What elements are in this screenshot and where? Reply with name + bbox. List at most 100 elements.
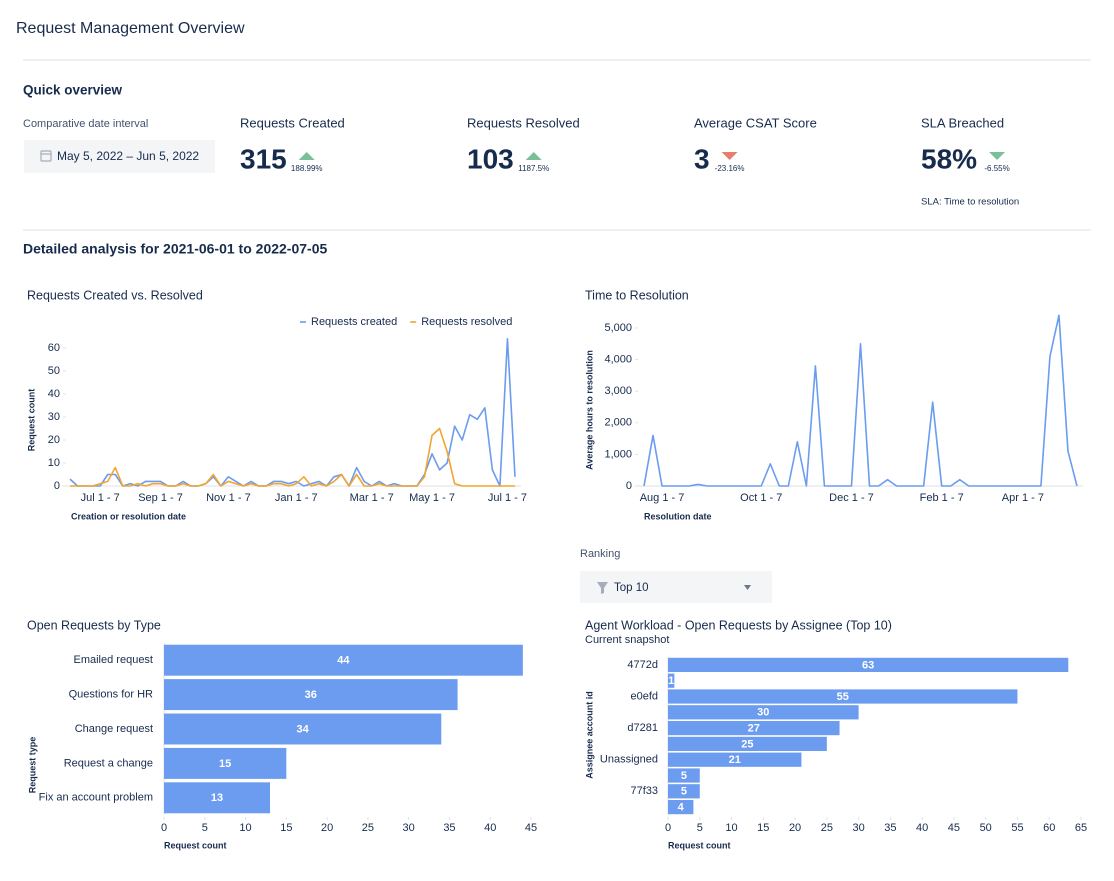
data-label: 5: [681, 770, 687, 782]
chart-title: Open Requests by Type: [27, 618, 161, 632]
x-tick-label: 5: [202, 822, 208, 834]
x-tick-label: 65: [1075, 822, 1087, 834]
y-tick-label: Request a change: [64, 757, 153, 769]
date-picker-box[interactable]: [24, 140, 215, 173]
x-tick-label: Nov 1 - 7: [206, 492, 251, 504]
kpi-value: 315: [240, 143, 287, 174]
section-title: Detailed analysis for 2021-06-01 to 2022…: [23, 241, 327, 257]
y-tick-label: Change request: [75, 723, 153, 735]
page-title: Request Management Overview: [16, 20, 245, 37]
legend-label: Requests resolved: [421, 316, 512, 328]
bar: [668, 657, 1069, 673]
trend-arrow: [989, 152, 1006, 160]
bar: [668, 705, 859, 720]
y-tick-label: 0: [54, 480, 60, 492]
trend-arrow: [721, 152, 738, 160]
data-label: 4: [678, 802, 685, 814]
kpi-label: Requests Resolved: [467, 115, 580, 130]
y-tick-label: e0efd: [630, 690, 658, 702]
y-tick-label: Fix an account problem: [39, 792, 153, 804]
y-tick-label: 10: [48, 457, 60, 469]
x-axis-title: Resolution date: [644, 511, 712, 521]
y-tick-label: 50: [48, 365, 60, 377]
data-label: 25: [741, 738, 753, 750]
x-tick-label: Mar 1 - 7: [350, 492, 394, 504]
x-tick-label: 10: [725, 822, 737, 834]
dropdown-value[interactable]: Top 10: [614, 582, 649, 594]
y-axis-title: Request count: [26, 389, 36, 452]
x-tick-label: 35: [884, 822, 896, 834]
filter-icon: [597, 582, 608, 594]
bar: [164, 679, 458, 711]
x-tick-label: 0: [161, 822, 167, 834]
y-tick-label: 5,000: [604, 322, 632, 334]
x-tick-label: 15: [757, 822, 769, 834]
trend-arrow: [525, 152, 542, 160]
bar: [668, 768, 700, 783]
date-range[interactable]: May 5, 2022 – Jun 5, 2022: [57, 149, 199, 163]
x-tick-label: 40: [916, 822, 928, 834]
y-tick-label: Questions for HR: [69, 689, 153, 701]
chart-title: Requests Created vs. Resolved: [27, 288, 203, 302]
chart: Open Requests by Type Request count Reques…: [27, 618, 537, 850]
y-tick-label: 30: [48, 411, 60, 423]
x-tick-label: Aug 1 - 7: [640, 492, 685, 504]
y-axis-title: Assignee account id: [584, 691, 594, 779]
chart: Requests Created vs. Resolved Creation or…: [26, 288, 527, 521]
data-label: 27: [748, 723, 760, 735]
x-tick-label: 30: [403, 822, 415, 834]
chart-title: Time to Resolution: [585, 288, 689, 302]
date-picker[interactable]: May 5, 2022 – Jun 5, 2022: [24, 140, 215, 173]
y-tick-label: 4,000: [604, 353, 632, 365]
data-label: 30: [757, 707, 769, 719]
series-line: [643, 314, 1078, 487]
bar: [668, 673, 675, 688]
x-tick-label: 50: [980, 822, 992, 834]
x-axis-title: Request count: [164, 840, 227, 850]
dropdown-box[interactable]: [580, 571, 772, 603]
x-tick-label: Jan 1 - 7: [275, 492, 318, 504]
bar: [668, 784, 700, 799]
x-axis-title: Request count: [668, 840, 731, 850]
x-tick-label: 30: [852, 822, 864, 834]
x-tick-label: 45: [948, 822, 960, 834]
y-tick-label: 4772d: [627, 659, 658, 671]
kpi-change: 1187.5%: [518, 164, 549, 173]
x-tick-label: 0: [665, 822, 671, 834]
data-label: 21: [729, 754, 741, 766]
bar: [164, 782, 271, 814]
x-tick-label: 10: [239, 822, 251, 834]
bar: [668, 720, 840, 736]
y-tick-label: Emailed request: [74, 654, 154, 666]
kpi-note: SLA: Time to resolution: [921, 197, 1019, 208]
x-axis-title: Creation or resolution date: [71, 511, 186, 521]
x-tick-label: 15: [280, 822, 292, 834]
ranking-dropdown[interactable]: Top 10: [580, 571, 772, 603]
data-label: 15: [219, 758, 231, 770]
x-tick-label: 25: [362, 822, 374, 834]
section-title: Quick overview: [23, 83, 123, 98]
y-tick-label: 1,000: [604, 448, 632, 460]
data-label: 55: [837, 691, 849, 703]
calendar-icon: [40, 150, 52, 162]
x-tick-label: May 1 - 7: [409, 492, 455, 504]
y-axis-title: Average hours to resolution: [584, 350, 594, 470]
data-label: 5: [681, 786, 687, 798]
dropdown-caret: [744, 585, 751, 590]
x-tick-label: 35: [443, 822, 455, 834]
x-tick-label: Apr 1 - 7: [1002, 492, 1044, 504]
kpi-label: Requests Created: [240, 115, 345, 130]
bar: [668, 689, 1018, 704]
y-tick-label: d7281: [627, 722, 658, 734]
bar: [668, 799, 694, 815]
x-tick-label: 25: [821, 822, 833, 834]
legend-label: Requests created: [311, 316, 397, 328]
x-tick-label: Dec 1 - 7: [829, 492, 874, 504]
y-tick-label: 0: [626, 480, 632, 492]
y-tick-label: 60: [48, 342, 60, 354]
x-tick-label: 20: [789, 822, 801, 834]
bar: [668, 736, 827, 752]
chart: Time to Resolution Resolution date Average…: [584, 288, 1083, 521]
y-tick-label: 77f33: [630, 785, 658, 797]
